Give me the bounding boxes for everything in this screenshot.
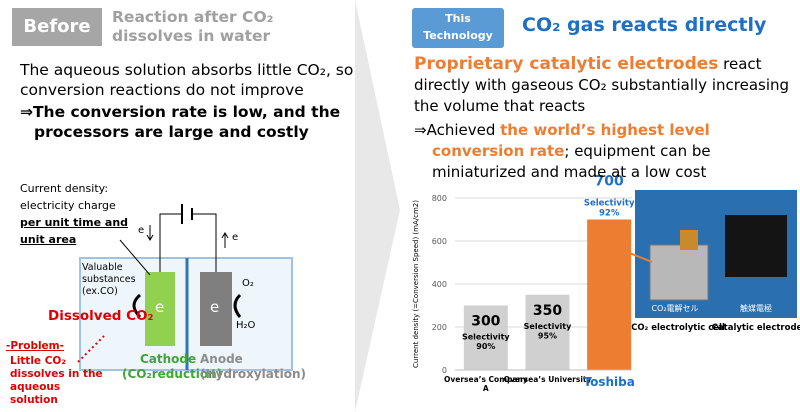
arrow (221, 232, 229, 248)
current-density: Current density: electricity charge (20, 182, 116, 212)
reaction-arrow (132, 293, 142, 319)
problem-pointer (77, 335, 105, 363)
bar (525, 294, 570, 370)
value-label: 700 (595, 174, 624, 190)
right-body: Proprietary catalytic electrodes react d… (414, 54, 794, 117)
photo-label: CO₂電解セル (651, 303, 698, 313)
x-tick-label: Oversea’s University (504, 375, 592, 384)
photo-terminal (680, 230, 698, 250)
problem-text: Little CO₂ dissolves in the aqueous solu… (10, 355, 103, 406)
cathode-note: (CO₂reduction) (122, 367, 223, 381)
y-tick-label: 0 (442, 366, 447, 375)
photo-label: 触媒電極 (740, 303, 772, 313)
y-tick-label: 200 (432, 323, 447, 332)
y-tick-label: 800 (432, 194, 447, 203)
bar (463, 305, 508, 370)
chevron (355, 0, 400, 412)
electron: e (232, 232, 239, 243)
photo-electrode (725, 215, 787, 277)
before-badge-box (12, 8, 102, 46)
o2: O₂ (242, 278, 254, 289)
arrow (146, 225, 154, 241)
cathode-e: e (155, 298, 165, 316)
electron: e (138, 225, 145, 236)
wire (192, 213, 217, 272)
caption: CO₂ electrolytic cell (631, 323, 725, 333)
wire (159, 213, 182, 272)
left-heading: Reaction after CO₂ dissolves in water (112, 8, 274, 45)
caption: Catalytic electrode (712, 323, 800, 333)
text: react directly with gaseous CO₂ substant… (414, 55, 790, 115)
cathode-plate (145, 272, 175, 346)
value-label: 300 (471, 314, 500, 330)
y-axis-label: Current density (=Conversion Speed) (mA/… (412, 200, 420, 368)
anode-note: (Hydroxylation) (200, 367, 306, 381)
y-tick-label: 600 (432, 237, 447, 246)
valuable: Valuable substances (ex.CO) (82, 262, 136, 297)
y-tick-label: 400 (432, 280, 447, 289)
x-tick-label: Oversea’s Company A (444, 375, 528, 393)
pointer (119, 239, 151, 276)
right-heading: CO₂ gas reacts directly (522, 14, 767, 36)
dissolved: Dissolved CO₂ (48, 308, 154, 324)
photo-cell (649, 244, 709, 301)
reaction-arrow (233, 293, 242, 318)
left-conclusion: ⇒The conversion rate is low, and the pro… (20, 103, 341, 141)
anode-plate (200, 272, 232, 346)
per-unit: per unit time and unit area (20, 216, 129, 246)
anode: Anode (200, 352, 243, 366)
cathode: Cathode (140, 352, 197, 366)
left-body: The aqueous solution absorbs little CO₂,… (20, 61, 354, 99)
text: ⇒Achieved (414, 121, 501, 139)
highlight: Proprietary catalytic electrodes (414, 54, 719, 74)
h2o: H₂O (236, 320, 256, 331)
annotation: Selectivity 95% (524, 322, 572, 341)
tech-badge: This Technology (423, 12, 493, 42)
x-tick-label: Toshiba (584, 375, 635, 389)
tech-badge-box (412, 8, 504, 48)
highlight: the world’s highest level conversion rat… (432, 121, 710, 160)
problem: -Problem- (6, 340, 64, 352)
text: ; equipment can be miniaturized and made… (432, 142, 711, 181)
value-label: 350 (533, 303, 562, 319)
annotation: Selectivity 92% (584, 199, 635, 219)
anode-e: e (210, 298, 220, 316)
chart: Current density (=Conversion Speed) (mA/… (412, 174, 635, 394)
bar (587, 219, 632, 370)
before-badge: Before (23, 16, 91, 37)
right-result: ⇒Achieved the world’s highest level conv… (414, 120, 800, 183)
annotation: Selectivity 90% (462, 333, 510, 352)
